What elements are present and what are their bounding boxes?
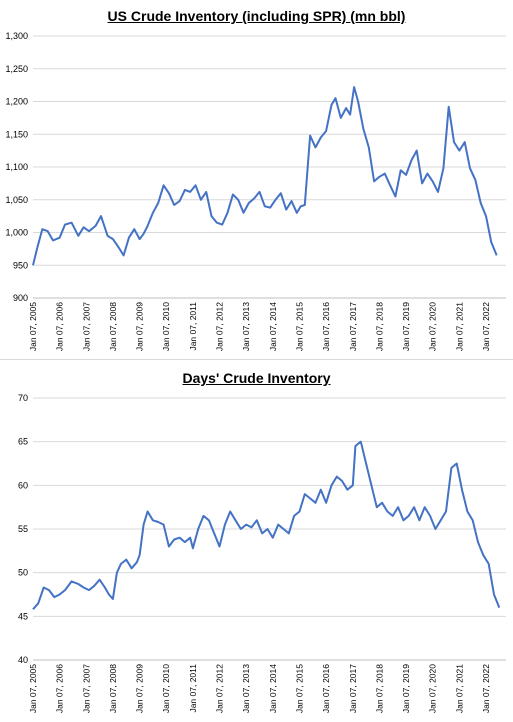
y-tick-label: 1,200 [5, 97, 28, 107]
y-tick-label: 55 [18, 524, 28, 534]
y-tick-label: 70 [18, 393, 28, 403]
x-tick-label: Jan 07, 2010 [161, 664, 171, 713]
x-tick-label: Jan 07, 2008 [108, 664, 118, 713]
y-tick-label: 1,100 [5, 162, 28, 172]
days-inventory-line-chart: 40 45 50 55 60 65 70 Jan 07, 2005 Jan 07, 2006 Ja… [18, 393, 506, 713]
y-tick-label: 1,050 [5, 195, 28, 205]
x-tick-label: Jan 07, 2011 [188, 664, 198, 713]
x-tick-label: Jan 07, 2015 [294, 664, 304, 713]
x-tick-label: Jan 07, 2006 [55, 302, 65, 351]
y-tick-label: 1,300 [5, 31, 28, 41]
y-tick-label: 60 [18, 480, 28, 490]
x-tick-label: Jan 07, 2005 [28, 664, 38, 713]
y-tick-label: 45 [18, 611, 28, 621]
x-tick-label: Jan 07, 2017 [348, 664, 358, 713]
chart-title: US Crude Inventory (including SPR) (mn b… [107, 8, 406, 24]
series-line [32, 86, 498, 266]
y-tick-label: 900 [13, 293, 28, 303]
chart-title: Days' Crude Inventory [182, 370, 331, 386]
x-tick-label: Jan 07, 2014 [268, 302, 278, 351]
x-tick-label: Jan 07, 2009 [135, 302, 145, 351]
x-tick-label: Jan 07, 2022 [481, 302, 491, 351]
inventory-chart-panel: US Crude Inventory (including SPR) (mn b… [0, 0, 513, 358]
y-tick-label: 65 [18, 437, 28, 447]
x-tick-label: Jan 07, 2009 [135, 664, 145, 713]
y-tick-label: 1,150 [5, 129, 28, 139]
x-tick-label: Jan 07, 2022 [481, 664, 491, 713]
x-tick-label: Jan 07, 2020 [428, 664, 438, 713]
x-tick-label: Jan 07, 2006 [55, 664, 65, 713]
x-tick-label: Jan 07, 2021 [454, 664, 464, 713]
x-tick-label: Jan 07, 2015 [294, 302, 304, 351]
x-tick-label: Jan 07, 2017 [348, 302, 358, 351]
x-tick-label: Jan 07, 2020 [428, 302, 438, 351]
x-tick-label: Jan 07, 2019 [401, 664, 411, 713]
x-tick-label: Jan 07, 2021 [454, 302, 464, 351]
x-tick-label: Jan 07, 2012 [215, 302, 225, 351]
x-tick-label: Jan 07, 2007 [81, 302, 91, 351]
x-tick-label: Jan 07, 2010 [161, 302, 171, 351]
x-tick-label: Jan 07, 2011 [188, 302, 198, 351]
x-tick-label: Jan 07, 2013 [241, 664, 251, 713]
x-tick-label: Jan 07, 2008 [108, 302, 118, 351]
y-tick-label: 1,250 [5, 64, 28, 74]
days-inventory-chart-panel: Days' Crude Inventory 40 45 50 55 60 65 70 Jan … [0, 362, 513, 722]
y-tick-label: 1,000 [5, 228, 28, 238]
x-tick-label: Jan 07, 2013 [241, 302, 251, 351]
y-tick-label: 40 [18, 655, 28, 665]
x-tick-label: Jan 07, 2018 [374, 664, 384, 713]
x-tick-label: Jan 07, 2016 [321, 302, 331, 351]
y-tick-label: 950 [13, 260, 28, 270]
chart-divider [0, 359, 513, 360]
x-tick-label: Jan 07, 2007 [81, 664, 91, 713]
y-tick-label: 50 [18, 568, 28, 578]
series-line [32, 440, 501, 610]
x-tick-label: Jan 07, 2016 [321, 664, 331, 713]
x-tick-label: Jan 07, 2012 [215, 664, 225, 713]
x-tick-label: Jan 07, 2018 [374, 302, 384, 351]
x-tick-label: Jan 07, 2014 [268, 664, 278, 713]
inventory-line-chart: 900 950 1,000 1,050 1,100 1,150 1,200 1,250 1,30… [5, 31, 506, 351]
x-tick-label: Jan 07, 2005 [28, 302, 38, 351]
x-tick-label: Jan 07, 2019 [401, 302, 411, 351]
